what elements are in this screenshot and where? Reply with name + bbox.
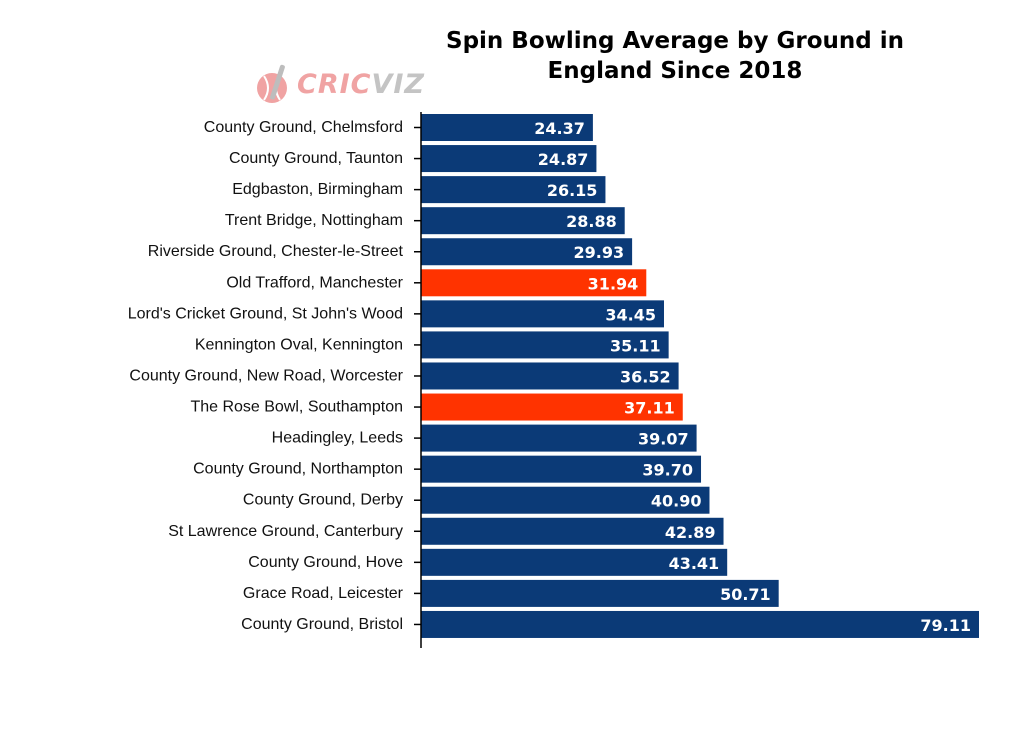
value-label: 43.41 <box>669 554 720 573</box>
bar <box>421 486 710 514</box>
value-label: 24.87 <box>538 150 589 169</box>
bar <box>421 238 633 266</box>
bar <box>421 362 679 390</box>
bar <box>421 548 728 576</box>
value-label: 29.93 <box>574 243 625 262</box>
logo-wordmark: CRICVIZ <box>297 69 425 100</box>
category-label: Grace Road, Leicester <box>243 585 404 602</box>
cricket-ball-bat-icon <box>257 64 287 103</box>
bars-layer: County Ground, Chelmsford 24.37 County Gro… <box>128 114 979 638</box>
chart-title: Spin Bowling Average by Ground in Englan… <box>380 26 970 86</box>
category-label: The Rose Bowl, Southampton <box>190 399 403 416</box>
category-label: County Ground, Bristol <box>241 616 403 633</box>
logo-text-cric: CRIC <box>297 68 372 100</box>
category-label: Edgbaston, Birmingham <box>232 181 403 198</box>
bar <box>421 176 606 204</box>
bar <box>421 517 724 545</box>
category-label: Old Trafford, Manchester <box>226 274 403 291</box>
category-label: Headingley, Leeds <box>272 430 403 447</box>
value-label: 39.70 <box>642 461 693 480</box>
category-label: Kennington Oval, Kennington <box>195 336 403 353</box>
value-label: 28.88 <box>566 212 617 231</box>
category-label: County Ground, New Road, Worcester <box>129 367 403 384</box>
value-label: 39.07 <box>638 430 689 449</box>
value-label: 36.52 <box>620 367 671 386</box>
category-label: County Ground, Chelmsford <box>204 119 403 136</box>
bar <box>421 207 625 235</box>
value-label: 26.15 <box>547 181 598 200</box>
value-label: 40.90 <box>651 492 702 511</box>
value-label: 35.11 <box>610 336 661 355</box>
category-label: County Ground, Taunton <box>229 150 403 167</box>
category-label: St Lawrence Ground, Canterbury <box>168 523 403 540</box>
value-label: 50.71 <box>720 585 771 604</box>
value-label: 34.45 <box>605 305 656 324</box>
bar <box>421 393 683 421</box>
cricviz-logo: CRICVIZ <box>255 62 425 106</box>
value-label: 24.37 <box>534 119 585 138</box>
bar <box>421 300 664 328</box>
bar <box>421 145 597 173</box>
category-label: County Ground, Hove <box>248 554 403 571</box>
value-label: 31.94 <box>588 274 639 293</box>
category-label: Trent Bridge, Nottingham <box>225 212 403 229</box>
value-label: 42.89 <box>665 523 716 542</box>
category-label: Lord's Cricket Ground, St John's Wood <box>128 305 403 322</box>
category-label: County Ground, Derby <box>243 492 403 509</box>
value-label: 37.11 <box>624 399 675 418</box>
bar <box>421 579 779 607</box>
bar <box>421 424 697 452</box>
bar <box>421 455 702 483</box>
category-label: Riverside Ground, Chester-le-Street <box>148 243 404 260</box>
bar <box>421 331 669 359</box>
chart-title-line-1: Spin Bowling Average by Ground in <box>446 28 904 54</box>
bar <box>421 610 979 638</box>
bar <box>421 114 593 141</box>
bar <box>421 269 647 297</box>
chart-title-line-2: England Since 2018 <box>547 58 803 84</box>
logo-text-viz: VIZ <box>371 68 425 100</box>
value-label: 79.11 <box>920 616 971 635</box>
category-label: County Ground, Northampton <box>193 461 403 478</box>
